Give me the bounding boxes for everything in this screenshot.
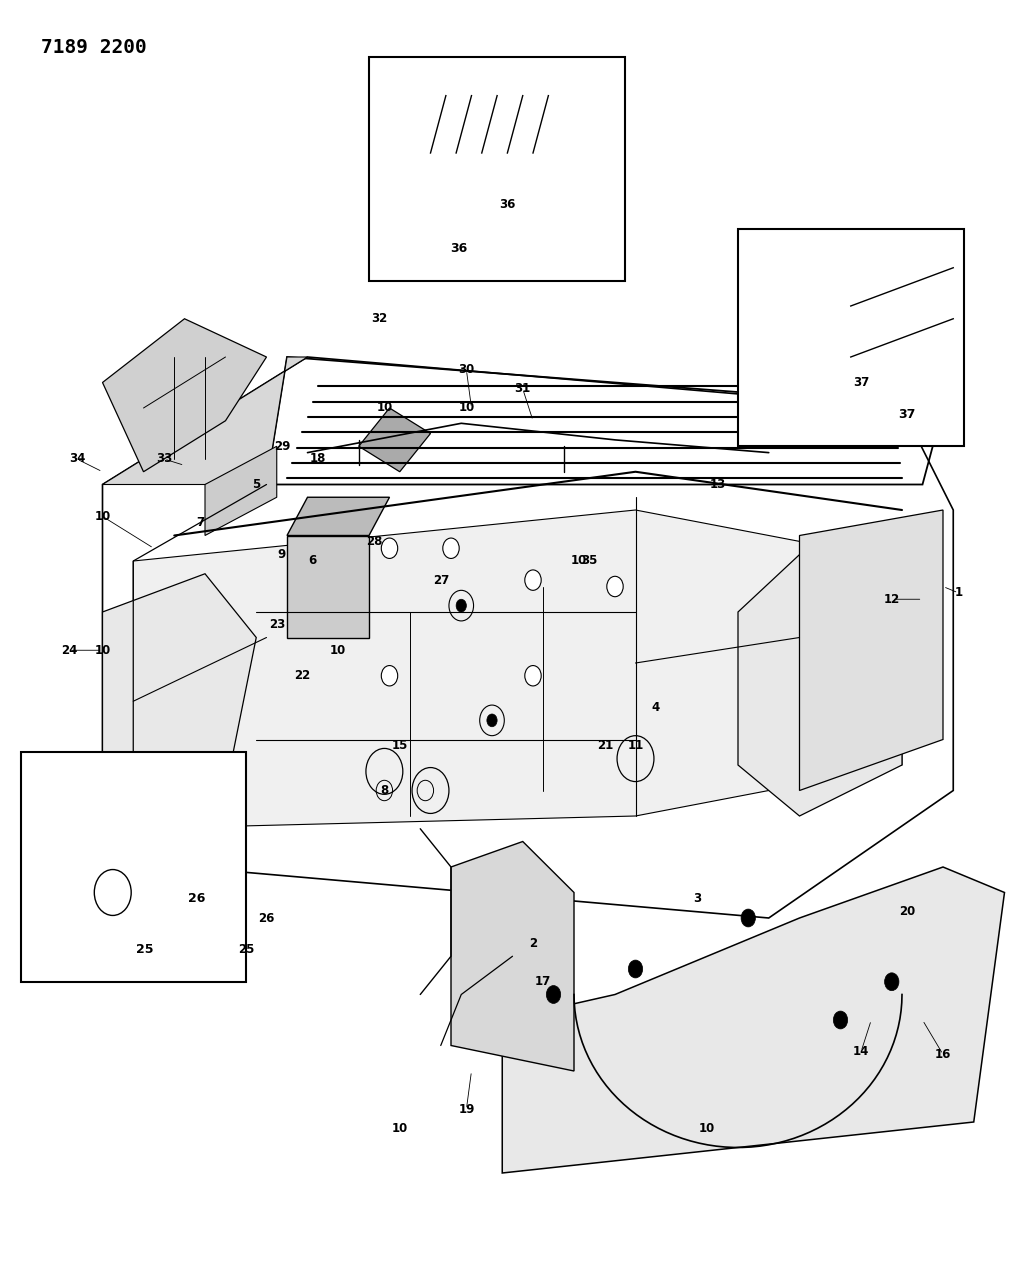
Text: 3: 3	[693, 892, 701, 905]
Polygon shape	[738, 536, 902, 816]
Text: 1: 1	[954, 586, 962, 599]
Polygon shape	[800, 510, 943, 790]
Circle shape	[607, 576, 623, 597]
Polygon shape	[359, 408, 430, 472]
Text: 37: 37	[899, 408, 915, 421]
Circle shape	[381, 538, 398, 558]
Text: 23: 23	[269, 618, 285, 631]
Circle shape	[741, 909, 755, 927]
Text: 18: 18	[310, 453, 326, 465]
Text: 9: 9	[278, 548, 286, 561]
Text: 14: 14	[853, 1046, 869, 1058]
Text: 11: 11	[627, 740, 644, 752]
Text: 36: 36	[450, 242, 467, 255]
Circle shape	[833, 1011, 848, 1029]
Polygon shape	[102, 319, 266, 472]
Text: 22: 22	[294, 669, 311, 682]
Circle shape	[885, 973, 899, 991]
Text: 10: 10	[376, 402, 393, 414]
Text: 20: 20	[899, 905, 915, 918]
Text: 6: 6	[309, 555, 317, 567]
Polygon shape	[62, 842, 205, 944]
Text: 7189 2200: 7189 2200	[41, 38, 147, 57]
Polygon shape	[769, 306, 933, 434]
Circle shape	[546, 986, 561, 1003]
Text: 4: 4	[652, 701, 660, 714]
Text: 27: 27	[433, 574, 449, 586]
Text: 5: 5	[252, 478, 260, 491]
Text: 35: 35	[581, 555, 598, 567]
Polygon shape	[102, 574, 256, 867]
Bar	[738, 230, 964, 446]
Circle shape	[487, 714, 497, 727]
Text: 30: 30	[458, 363, 475, 376]
Text: 26: 26	[188, 892, 205, 905]
Polygon shape	[102, 357, 308, 484]
Text: 10: 10	[571, 555, 587, 567]
Text: 10: 10	[458, 402, 475, 414]
Circle shape	[443, 538, 459, 558]
Text: 19: 19	[458, 1103, 475, 1116]
Polygon shape	[451, 842, 574, 1071]
Text: 24: 24	[62, 644, 78, 657]
Circle shape	[456, 599, 466, 612]
Bar	[369, 57, 625, 280]
Circle shape	[628, 960, 643, 978]
Polygon shape	[133, 510, 902, 829]
Text: 15: 15	[392, 740, 408, 752]
Text: 12: 12	[884, 593, 900, 606]
Text: 33: 33	[156, 453, 172, 465]
Text: 25: 25	[135, 944, 154, 956]
Text: 31: 31	[515, 382, 531, 395]
Text: 2: 2	[529, 937, 537, 950]
Bar	[20, 752, 246, 982]
Text: 13: 13	[709, 478, 726, 491]
Text: 32: 32	[371, 312, 387, 325]
Text: 28: 28	[366, 536, 382, 548]
Text: 26: 26	[258, 912, 275, 924]
Text: 36: 36	[499, 198, 516, 210]
Text: 8: 8	[380, 784, 388, 797]
Text: 17: 17	[535, 975, 551, 988]
Polygon shape	[287, 536, 369, 638]
Text: 34: 34	[69, 453, 85, 465]
Text: 10: 10	[392, 1122, 408, 1135]
Text: 10: 10	[94, 644, 111, 657]
Polygon shape	[502, 867, 1004, 1173]
Text: 29: 29	[274, 440, 290, 453]
Circle shape	[381, 666, 398, 686]
Circle shape	[525, 570, 541, 590]
Text: 25: 25	[238, 944, 254, 956]
Polygon shape	[205, 446, 277, 536]
Text: 10: 10	[94, 510, 111, 523]
Text: 37: 37	[853, 376, 869, 389]
Text: 7: 7	[196, 516, 204, 529]
Text: 16: 16	[935, 1048, 951, 1061]
Text: 10: 10	[699, 1122, 715, 1135]
Polygon shape	[287, 497, 390, 536]
Circle shape	[525, 666, 541, 686]
Polygon shape	[410, 153, 594, 255]
Text: 10: 10	[330, 644, 346, 657]
Text: 21: 21	[597, 740, 613, 752]
